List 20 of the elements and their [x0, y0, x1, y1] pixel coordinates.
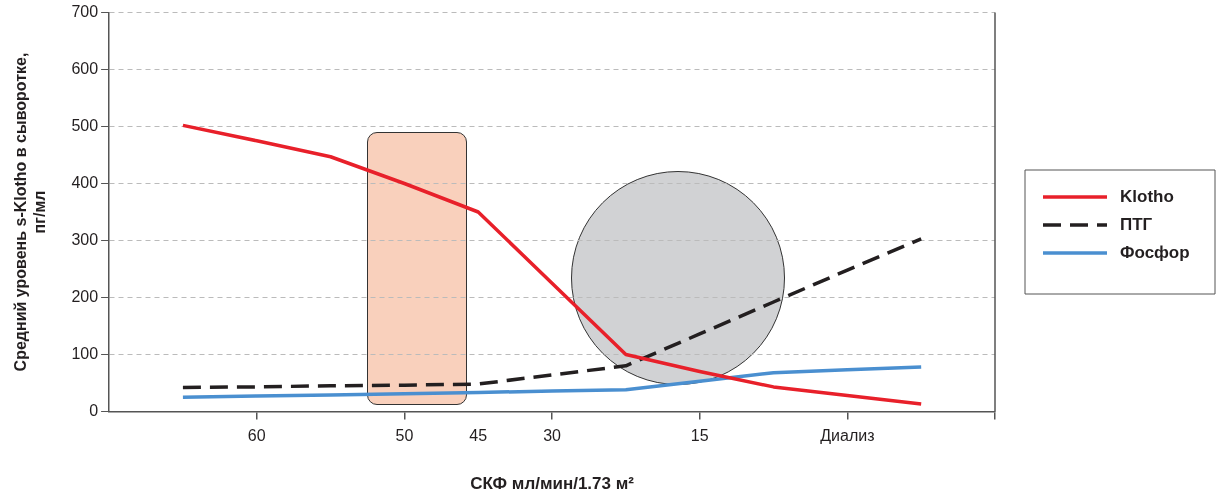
y-tick-label: 300 [71, 230, 99, 248]
legend-label: Фосфор [1120, 242, 1190, 262]
legend-label: Klotho [1120, 186, 1174, 206]
x-axis-title: СКФ мл/мин/1.73 м² [470, 474, 635, 494]
x-tick-label: 45 [469, 427, 488, 445]
y-tick-label: 400 [71, 173, 99, 191]
y-tick-label: 100 [71, 344, 99, 362]
x-tick-label: 50 [395, 427, 414, 445]
x-tick-label: 60 [247, 427, 266, 445]
y-axis-title: Средний уровень s-Klotho в сыворотке, пг/мл [12, 52, 49, 372]
x-tick-label: 30 [543, 427, 562, 445]
y-tick-label: 0 [89, 401, 99, 419]
y-tick-label: 200 [71, 287, 99, 305]
x-tick-label: Диализ [820, 427, 875, 445]
y-tick-label: 600 [71, 59, 99, 77]
line-series [181, 237, 923, 390]
y-tick-label: 500 [71, 116, 99, 134]
legend-label: ПТГ [1120, 214, 1153, 234]
x-tick-label: 15 [690, 427, 709, 445]
y-tick-label: 700 [71, 3, 99, 21]
